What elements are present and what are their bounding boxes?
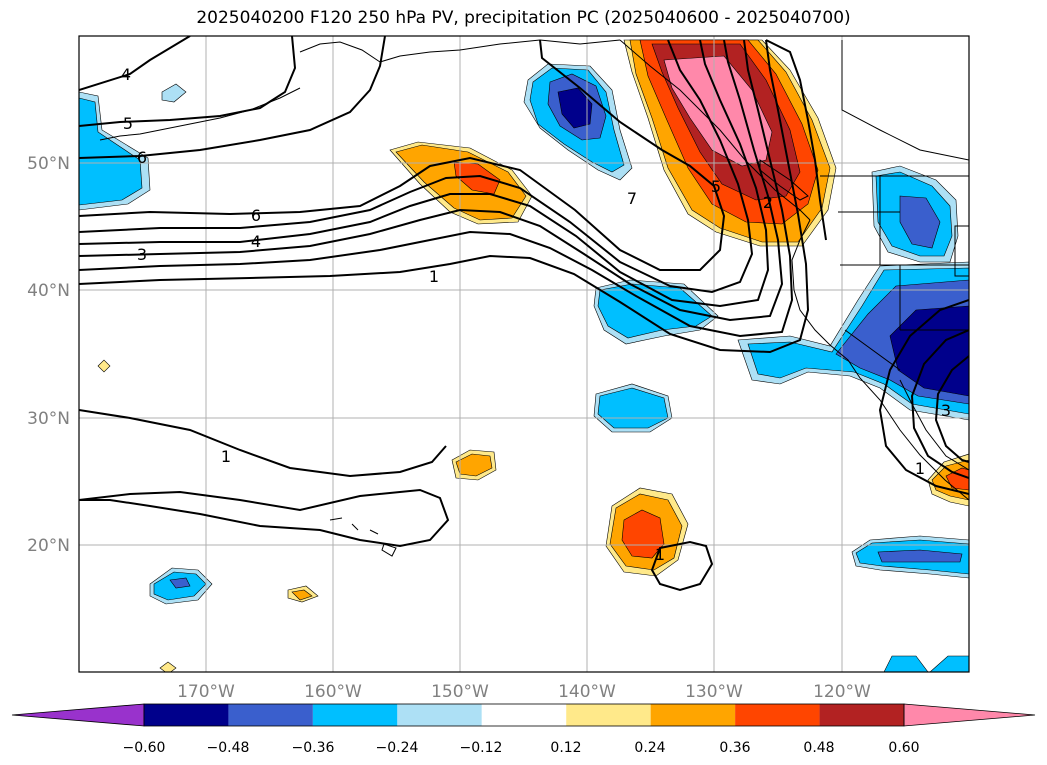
pv-contour <box>910 329 969 479</box>
contour-label: 3 <box>137 245 147 264</box>
lon-tick-label: 140°W <box>558 682 616 702</box>
colorbar-segment <box>819 704 904 726</box>
pv-contour <box>79 488 450 548</box>
pv-contour <box>934 355 969 463</box>
contour-label: 2 <box>763 193 773 212</box>
precip-negative-region <box>557 87 593 129</box>
colorbar-tick-label: 0.48 <box>803 740 834 756</box>
lon-tick-label: 160°W <box>304 682 362 702</box>
colorbar-segment <box>650 704 736 726</box>
colorbar-tick-label: −0.60 <box>123 740 166 756</box>
pv-contour <box>79 39 794 338</box>
lon-tick-label: 120°W <box>813 682 871 702</box>
hawaii-islands <box>329 517 397 557</box>
precip-negative-region <box>877 549 963 563</box>
precip-negative-region <box>169 577 191 589</box>
lat-tick-label: 30°N <box>27 409 70 429</box>
contour-label: 1 <box>915 459 925 478</box>
contour-label: 4 <box>121 65 131 84</box>
bc-coast <box>619 39 811 221</box>
lon-tick-label: 170°W <box>177 682 235 702</box>
contour-label: 5 <box>123 114 133 133</box>
precip-positive-region <box>97 359 111 373</box>
precip-positive-region <box>453 161 501 195</box>
precip-negative-region <box>899 195 941 249</box>
plot-title: 2025040200 F120 250 hPa PV, precipitatio… <box>196 8 851 28</box>
colorbar-tick-label: 0.12 <box>550 740 581 756</box>
colorbar-tick-label: −0.36 <box>292 740 335 756</box>
colorbar-extension-low <box>11 703 145 727</box>
colorbar-segment <box>144 704 229 726</box>
precip-negative-region <box>597 283 713 339</box>
pv-contour <box>79 36 297 127</box>
colorbar-segment <box>228 704 313 726</box>
contour-labels: 4 5 6 6 4 3 1 7 5 2 1 1 3 1 <box>121 65 951 564</box>
colorbar-frame <box>143 703 905 727</box>
colorbar-segment <box>312 704 398 726</box>
pv-contours <box>79 36 969 592</box>
colorbar-tick-labels: −0.60 −0.48 −0.36 −0.24 −0.12 0.12 0.24 … <box>123 740 920 756</box>
precip-negative-region <box>161 83 187 103</box>
pv-contour <box>79 36 386 159</box>
colorbar: −0.60 −0.48 −0.36 −0.24 −0.12 0.12 0.24 … <box>11 703 1036 756</box>
colorbar-tick-label: 0.24 <box>634 740 665 756</box>
pv-contour <box>79 409 447 478</box>
pv-contour <box>765 39 827 241</box>
map-area: 4 5 6 6 4 3 1 7 5 2 1 1 3 1 <box>79 36 969 672</box>
contour-label: 4 <box>251 232 261 251</box>
precip-positive-region <box>159 661 177 672</box>
lon-tick-label: 150°W <box>431 682 489 702</box>
lat-tick-label: 40°N <box>27 281 70 301</box>
colorbar-segment <box>735 704 820 726</box>
colorbar-tick-label: 0.60 <box>888 740 919 756</box>
contour-label: 6 <box>251 206 261 225</box>
pv-contour <box>79 36 191 91</box>
precip-negative-region <box>883 655 929 672</box>
contour-label: 6 <box>137 148 147 167</box>
colorbar-tick-label: −0.24 <box>376 740 419 756</box>
precip-positive-region <box>945 467 969 491</box>
us-state-borders <box>838 176 969 371</box>
us-west-coast <box>791 219 861 379</box>
colorbar-extension-high <box>903 703 1036 727</box>
alaska-coast <box>299 39 621 63</box>
pv-contour <box>79 39 770 308</box>
map-frame <box>78 35 970 673</box>
precip-negative-region <box>929 655 969 672</box>
contour-label: 1 <box>221 447 231 466</box>
colorbar-segment <box>566 704 651 726</box>
colorbar-segment <box>397 704 482 726</box>
coastlines <box>99 39 969 557</box>
lat-tick-label: 20°N <box>27 536 70 556</box>
colorbar-tick-label: −0.48 <box>207 740 250 756</box>
pv-contour <box>79 39 726 271</box>
lat-tick-labels: 50°N 40°N 30°N 20°N <box>27 154 70 556</box>
pv-contour <box>79 39 754 294</box>
colorbar-segments <box>11 703 1036 727</box>
contour-label: 1 <box>429 267 439 286</box>
contour-label: 1 <box>655 545 665 564</box>
colorbar-segment <box>481 704 567 726</box>
baja-coast <box>859 377 969 501</box>
pv-contour <box>650 540 714 592</box>
colorbar-tick-label: −0.12 <box>460 740 503 756</box>
colorbar-tick-label: 0.36 <box>719 740 750 756</box>
graticule <box>79 36 969 672</box>
lon-tick-labels: 170°W 160°W 150°W 140°W 130°W 120°W <box>177 682 871 702</box>
contour-label: 7 <box>627 189 637 208</box>
contour-label: 3 <box>941 401 951 420</box>
pv-contour <box>79 39 810 354</box>
lon-tick-label: 130°W <box>685 682 743 702</box>
contour-label: 5 <box>711 177 721 196</box>
pv-contour <box>79 39 784 322</box>
precip-positive-region <box>395 144 527 221</box>
pv-contour <box>878 299 969 495</box>
lat-tick-label: 50°N <box>27 154 70 174</box>
gulf-of-california <box>899 379 969 471</box>
precip-positive-region <box>291 589 313 601</box>
canada-interior <box>841 40 969 161</box>
